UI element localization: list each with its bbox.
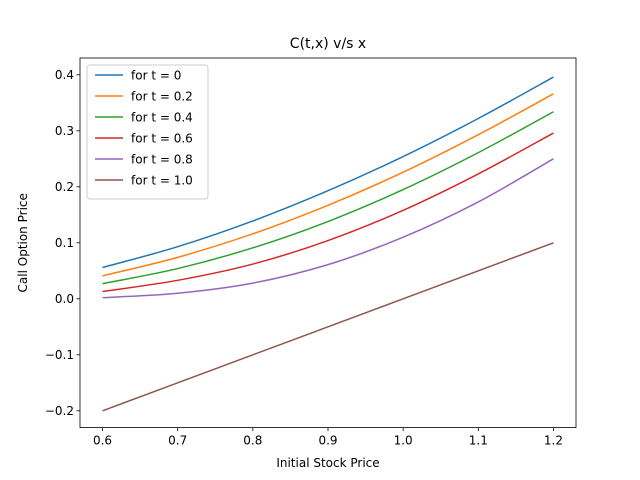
x-tick-label: 1.1: [469, 434, 488, 448]
legend-box: [86, 64, 209, 200]
legend-label-5: for t = 1.0: [131, 173, 193, 187]
x-axis-label: Initial Stock Price: [276, 456, 379, 470]
y-axis-label: Call Option Price: [16, 193, 30, 292]
series-line-1: [102, 93, 554, 277]
chart-title: C(t,x) v/s x: [290, 36, 366, 52]
x-tick-label: 0.7: [168, 434, 187, 448]
legend-label-2: for t = 0.4: [131, 110, 193, 124]
y-tick-label: 0.4: [55, 68, 74, 82]
legend-label-3: for t = 0.6: [131, 131, 193, 145]
y-axis: −0.2 −0.1 0.0 0.1 0.2 0.3 0.4: [45, 68, 80, 418]
series-line-4: [102, 158, 554, 299]
legend-label-0: for t = 0: [131, 68, 181, 82]
series-line-5: [102, 242, 554, 412]
y-tick-label: 0.2: [55, 180, 74, 194]
y-tick-label: −0.1: [45, 348, 74, 362]
x-tick-label: 1.0: [394, 434, 413, 448]
legend: for t = 0 for t = 0.2 for t = 0.4 for t = 0…: [86, 64, 209, 200]
x-axis: 0.6 0.7 0.8 0.9 1.0 1.1 1.2: [93, 427, 563, 448]
x-tick-label: 1.2: [544, 434, 563, 448]
x-tick-label: 0.9: [318, 434, 337, 448]
x-tick-label: 0.6: [93, 434, 112, 448]
series-line-3: [102, 132, 554, 293]
legend-label-4: for t = 0.8: [131, 152, 193, 166]
series-layer: [102, 76, 554, 412]
y-tick-label: −0.2: [45, 404, 74, 418]
y-tick-label: 0.1: [55, 236, 74, 250]
x-tick-label: 0.8: [243, 434, 262, 448]
series-line-2: [102, 111, 554, 285]
y-tick-label: 0.3: [55, 124, 74, 138]
series-line-0: [102, 76, 554, 269]
legend-label-1: for t = 0.2: [131, 89, 193, 103]
y-tick-label: 0.0: [55, 292, 74, 306]
